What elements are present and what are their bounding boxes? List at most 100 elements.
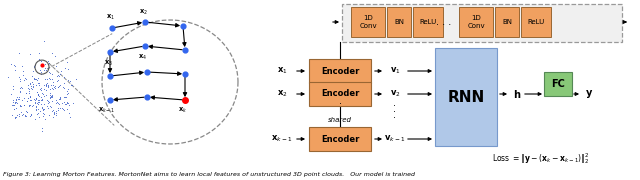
Point [64, 103, 74, 106]
Point [10, 99, 20, 102]
Point [15, 78, 26, 81]
Point [178, 24, 188, 27]
FancyBboxPatch shape [544, 72, 572, 96]
Point [29, 76, 39, 79]
Point [49, 85, 60, 87]
Point [46, 96, 56, 99]
Point [20, 114, 31, 117]
Point [31, 98, 41, 100]
Point [40, 77, 50, 80]
Point [26, 112, 36, 115]
Point [41, 93, 51, 96]
Point [65, 84, 76, 87]
FancyBboxPatch shape [413, 7, 443, 37]
Point [20, 114, 31, 117]
Point [180, 49, 190, 51]
Text: Encoder: Encoder [321, 66, 359, 75]
Point [35, 87, 45, 90]
Point [57, 102, 67, 105]
Text: .: . [394, 111, 397, 120]
Point [24, 90, 35, 93]
Point [15, 87, 26, 90]
FancyBboxPatch shape [309, 82, 371, 106]
Point [8, 85, 18, 88]
Point [105, 99, 115, 102]
Point [45, 94, 55, 97]
Point [10, 117, 20, 120]
Point [31, 77, 41, 80]
Point [6, 93, 16, 95]
Text: FC: FC [551, 79, 565, 89]
Point [39, 87, 49, 90]
Point [51, 64, 61, 67]
Point [58, 86, 68, 88]
Point [49, 111, 60, 114]
Point [37, 65, 47, 68]
Point [28, 103, 38, 106]
Point [44, 113, 54, 116]
Point [37, 130, 47, 133]
Point [48, 80, 58, 83]
Point [37, 91, 47, 94]
Text: $\mathbf{x}_{k-1}$: $\mathbf{x}_{k-1}$ [99, 105, 116, 115]
Point [14, 97, 24, 100]
Point [65, 116, 75, 118]
Point [51, 98, 61, 101]
Point [35, 82, 45, 85]
Text: $\mathbf{v}_1$: $\mathbf{v}_1$ [390, 66, 401, 76]
Point [33, 94, 43, 97]
Point [35, 60, 45, 63]
Text: BN: BN [502, 19, 512, 25]
Point [107, 27, 117, 30]
Point [55, 72, 65, 75]
Point [45, 91, 56, 94]
Point [38, 109, 48, 112]
Point [33, 94, 44, 97]
Point [60, 96, 70, 99]
Point [7, 104, 17, 107]
Point [21, 91, 31, 94]
Text: .: . [339, 96, 342, 107]
Point [47, 94, 57, 97]
Point [61, 89, 72, 92]
Point [60, 66, 70, 69]
Point [24, 115, 35, 118]
Point [54, 96, 65, 99]
Point [61, 101, 72, 104]
Point [44, 101, 54, 104]
Point [16, 105, 26, 108]
Point [26, 114, 36, 116]
Point [17, 86, 28, 89]
Point [33, 79, 43, 82]
Point [35, 88, 45, 91]
Text: $\mathbf{x}_2$: $\mathbf{x}_2$ [276, 89, 287, 99]
Point [33, 99, 44, 102]
Point [27, 104, 37, 107]
Point [43, 100, 53, 103]
Point [49, 112, 59, 115]
Text: $\mathbf{y}$: $\mathbf{y}$ [585, 88, 593, 100]
Point [33, 82, 43, 85]
Point [13, 114, 24, 117]
Point [7, 114, 17, 116]
Point [15, 91, 26, 93]
Point [17, 113, 27, 116]
FancyBboxPatch shape [309, 59, 371, 83]
Point [37, 98, 47, 101]
Point [42, 82, 52, 85]
Point [63, 102, 73, 105]
Point [9, 64, 19, 66]
Point [53, 73, 63, 76]
Point [8, 101, 18, 103]
Point [26, 98, 36, 101]
Point [10, 100, 20, 103]
Point [17, 86, 27, 88]
Point [24, 94, 35, 97]
Point [36, 72, 46, 75]
Point [10, 69, 20, 72]
Point [70, 78, 81, 80]
Point [55, 84, 65, 86]
Point [30, 77, 40, 80]
Point [31, 104, 42, 107]
Point [23, 96, 33, 99]
